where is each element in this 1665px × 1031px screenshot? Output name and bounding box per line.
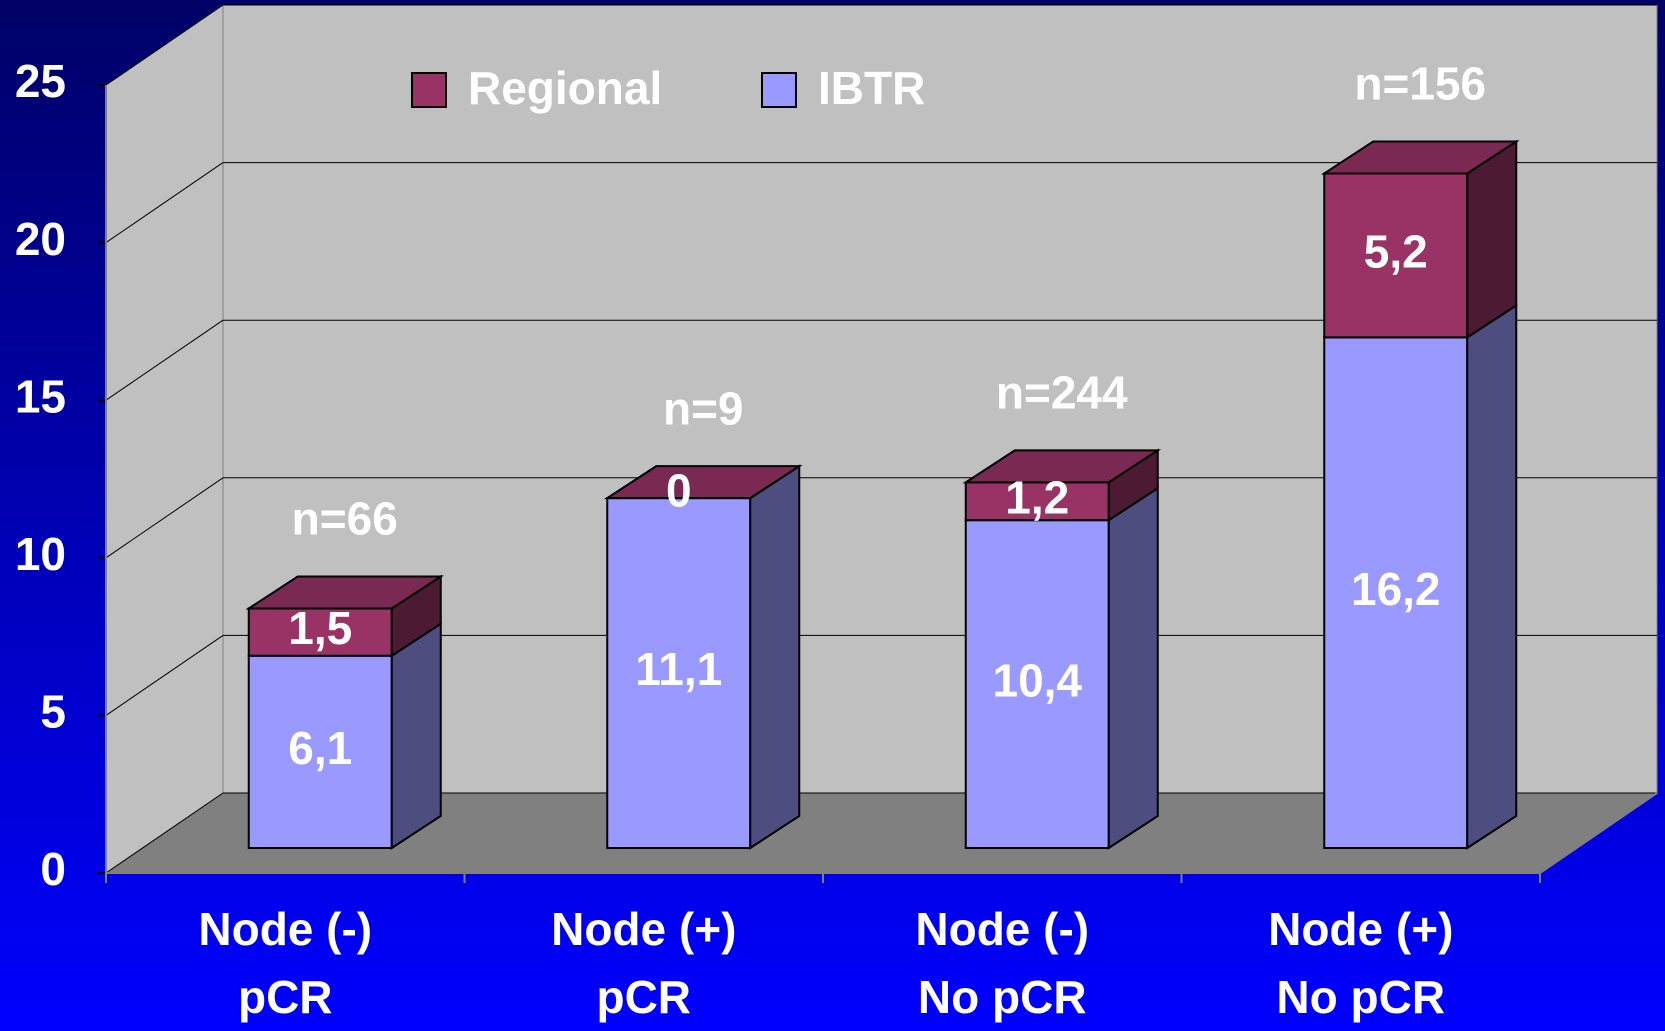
grid-line xyxy=(105,477,224,559)
bar xyxy=(247,607,393,657)
bar-top xyxy=(245,575,445,610)
data-label: 11,1 xyxy=(635,643,722,695)
data-label: 16,2 xyxy=(1351,563,1441,615)
x-tick-label: Node (+) xyxy=(551,903,736,955)
y-tick-label: 15 xyxy=(15,370,66,422)
data-label: 5,2 xyxy=(1364,226,1428,278)
y-tick-label: 10 xyxy=(15,528,66,580)
bar xyxy=(247,654,393,850)
x-tick-label: No pCR xyxy=(918,971,1087,1023)
bar-side xyxy=(1466,303,1518,850)
bar-side xyxy=(749,464,801,850)
bar-side xyxy=(1466,139,1518,340)
y-tick-label: 20 xyxy=(15,213,66,265)
y-tick-label: 25 xyxy=(15,55,66,107)
grid-line xyxy=(105,319,224,401)
annotation: n=156 xyxy=(1354,58,1486,110)
legend-label: Regional xyxy=(468,62,662,114)
data-label: 0 xyxy=(666,464,692,516)
grid-line xyxy=(105,162,224,244)
x-tick-label: Node (+) xyxy=(1268,903,1453,955)
annotation: n=66 xyxy=(292,493,398,545)
legend-swatch xyxy=(761,72,797,108)
legend-label: IBTR xyxy=(818,62,925,114)
bar xyxy=(964,519,1110,850)
annotation: n=9 xyxy=(663,382,744,434)
grid-line xyxy=(105,792,224,874)
bar-top xyxy=(1320,140,1520,175)
floor xyxy=(106,793,1657,873)
data-label: 10,4 xyxy=(992,654,1082,706)
bar-side xyxy=(1107,486,1159,850)
data-label: 1,2 xyxy=(1005,471,1069,523)
x-tick-label: pCR xyxy=(238,971,333,1023)
side-wall xyxy=(105,4,224,874)
annotation: n=244 xyxy=(996,367,1128,419)
bar-side xyxy=(390,621,442,850)
bar xyxy=(606,497,752,849)
bar-top xyxy=(962,449,1162,484)
grid-line xyxy=(105,634,224,716)
y-tick-label: 0 xyxy=(40,843,66,895)
x-tick-label: No pCR xyxy=(1276,971,1445,1023)
x-axis-depth xyxy=(1539,792,1658,874)
data-label: 1,5 xyxy=(288,602,352,654)
y-tick-label: 5 xyxy=(40,686,66,738)
data-label: 6,1 xyxy=(288,722,352,774)
legend-swatch xyxy=(411,72,447,108)
x-tick-label: Node (-) xyxy=(198,903,372,955)
x-tick-label: Node (-) xyxy=(915,903,1089,955)
bar-top xyxy=(603,465,803,500)
x-tick-label: pCR xyxy=(596,971,691,1023)
grid-line xyxy=(105,4,224,86)
